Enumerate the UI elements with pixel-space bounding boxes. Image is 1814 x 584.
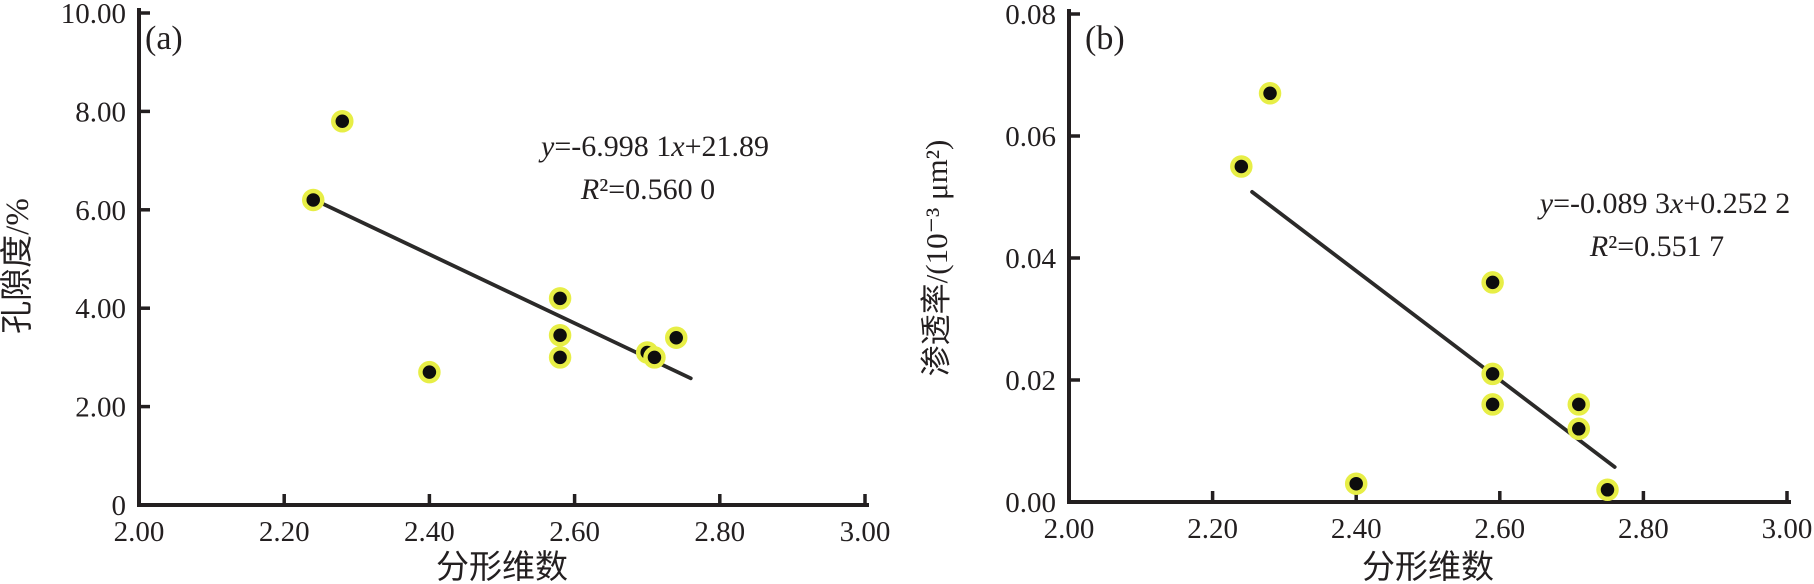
trend-line-b: [1250, 190, 1617, 469]
data-point: [1596, 478, 1619, 502]
x-tick-label: 2.00: [1044, 513, 1095, 545]
y-axis-label-a: 孔隙度/%: [0, 198, 36, 334]
x-tick-label: 2.40: [1331, 513, 1382, 545]
x-tick-label: 2.00: [114, 516, 165, 548]
data-point: [1481, 393, 1504, 416]
data-point: [1258, 82, 1282, 105]
y-tick-label: 6.00: [75, 195, 126, 227]
x-tick-label: 2.60: [1474, 513, 1525, 545]
y-tick-label: 10.00: [61, 0, 126, 30]
equation-label-b: y=-0.089 3x+0.252 2: [1537, 187, 1791, 220]
y-tick-label: 2.00: [75, 392, 126, 424]
x-tick-label: 3.00: [840, 516, 891, 548]
panel-b: 0.00 0.02 0.04 0.06 0.08 2.00 2.20 2.40 2.60 2.80…: [919, 0, 1812, 584]
x-tick-label: 2.40: [404, 516, 455, 548]
panel-label-a: (a): [145, 20, 183, 57]
y-tick-label: 0.08: [1005, 0, 1056, 31]
data-point: [418, 360, 441, 384]
r-squared-label-a: R²=0.560 0: [580, 173, 715, 206]
y-tick-label: 4.00: [75, 293, 126, 325]
y-tick-label: 0.02: [1005, 365, 1056, 397]
data-point: [1567, 417, 1591, 441]
data-point: [1567, 393, 1591, 416]
data-point: [1344, 472, 1368, 495]
y-tick-label: 0.06: [1005, 121, 1056, 153]
x-tick-label: 3.00: [1762, 513, 1813, 545]
data-point: [548, 346, 572, 369]
x-tick-label: 2.80: [694, 516, 745, 548]
trend-line-a: [318, 200, 693, 381]
x-axis-label-a: 分形维数: [436, 549, 568, 584]
panel-label-b: (b): [1085, 20, 1125, 57]
data-point: [643, 346, 666, 369]
data-point: [548, 287, 572, 310]
y-axis-label-b: 渗透率/(10⁻³ μm²): [919, 140, 954, 377]
r-squared-label-b: R²=0.551 7: [1589, 230, 1724, 263]
x-tick-label: 2.20: [259, 516, 310, 548]
y-tick-label: 0.04: [1005, 243, 1056, 275]
equation-label-a: y=-6.998 1x+21.89: [538, 130, 769, 163]
data-point: [301, 188, 325, 212]
x-tick-label: 2.60: [549, 516, 600, 548]
y-tick-label: 0.00: [1005, 487, 1056, 519]
data-point: [548, 324, 572, 347]
x-tick-label: 2.80: [1618, 513, 1669, 545]
axes-a: [137, 8, 869, 507]
x-axis-label-b: 分形维数: [1362, 549, 1494, 584]
x-tick-label: 2.20: [1187, 513, 1238, 545]
data-point: [1481, 271, 1504, 294]
data-point: [664, 326, 688, 349]
axes-b: [1067, 9, 1791, 504]
y-tick-label: 0: [112, 490, 127, 522]
data-point: [1230, 155, 1253, 178]
data-point: [1481, 362, 1504, 386]
y-tick-label: 8.00: [75, 96, 126, 128]
data-point: [331, 109, 354, 133]
